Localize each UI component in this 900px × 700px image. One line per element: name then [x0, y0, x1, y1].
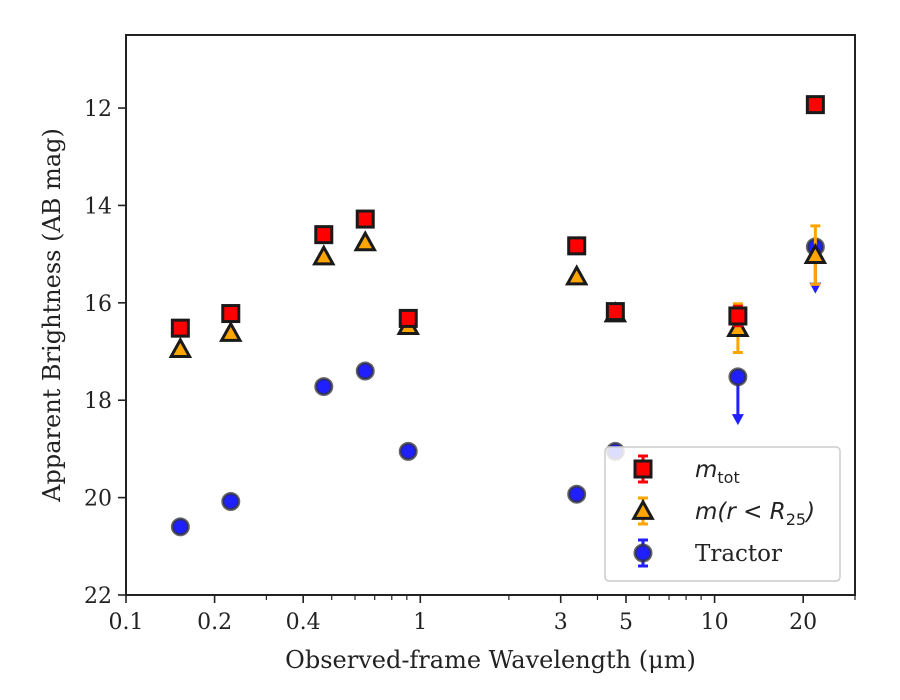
data-point-triangle	[168, 336, 193, 358]
data-point-square	[398, 308, 418, 328]
legend-label-main: m	[695, 457, 717, 483]
legend: mtot m(r < R25) Tractor	[604, 446, 841, 582]
legend-label: m(r < R25)	[695, 499, 815, 529]
data-point-circle	[567, 484, 587, 504]
x-tick-label: 5	[619, 610, 633, 635]
legend-label-sub: 25	[786, 510, 806, 529]
data-point-circle	[314, 377, 334, 397]
legend-entry: mtot	[633, 454, 740, 487]
x-tick-label: 10	[701, 610, 729, 635]
legend-marker-triangle	[631, 498, 655, 520]
y-tick-label: 20	[84, 487, 112, 512]
x-tick-label: 0.2	[197, 610, 232, 635]
data-point-triangle	[726, 315, 750, 338]
plot-area	[168, 95, 828, 537]
upper-limit-arrow-head	[731, 414, 744, 426]
data-point-triangle	[564, 264, 589, 286]
x-tick-label: 0.1	[109, 610, 144, 635]
x-tick-label: 20	[789, 610, 817, 635]
data-point-square	[170, 318, 190, 338]
legend-label: mtot	[695, 457, 740, 487]
data-point-square	[605, 302, 625, 322]
data-point-square	[355, 209, 375, 229]
data-point-circle	[355, 361, 375, 381]
data-point-circle	[170, 517, 190, 537]
legend-box	[604, 446, 841, 582]
legend-label-close: )	[804, 499, 815, 525]
x-axis-title: Observed-frame Wavelength (μm)	[285, 646, 696, 674]
legend-label-main: Tractor	[695, 541, 782, 567]
y-tick-label: 12	[84, 97, 112, 122]
data-point-square	[728, 306, 748, 326]
data-point-circle	[398, 441, 418, 461]
data-point-square	[805, 95, 825, 115]
legend-label: Tractor	[695, 541, 782, 567]
data-point-triangle	[312, 244, 336, 266]
legend-marker-square	[633, 459, 653, 479]
legend-label-sub: tot	[717, 468, 739, 487]
data-point-square	[314, 225, 334, 245]
x-tick-label: 3	[554, 610, 568, 635]
data-point-circle	[728, 367, 748, 387]
data-point-square	[567, 236, 587, 256]
data-point-triangle	[803, 242, 828, 264]
x-tick-label: 1	[413, 610, 427, 635]
legend-entry: Tractor	[633, 538, 782, 568]
data-point-triangle	[353, 230, 377, 252]
legend-entry: m(r < R25)	[631, 496, 815, 529]
plot-frame	[125, 34, 856, 596]
axes: 0.1 0.2 0.4 1 3 5 10 20 12 14 16 18 20 22	[84, 34, 856, 635]
y-tick-label: 18	[84, 389, 112, 414]
legend-label-main: m(r < R	[695, 499, 786, 525]
y-tick-label: 22	[84, 584, 112, 609]
y-axis-title: Apparent Brightness (AB mag)	[38, 128, 66, 503]
x-tick-label: 0.4	[286, 610, 321, 635]
series-square	[170, 95, 825, 338]
y-tick-label: 14	[84, 194, 112, 219]
data-point-circle	[221, 492, 241, 512]
data-point-square	[221, 304, 241, 324]
legend-marker-circle	[633, 543, 653, 563]
data-point-triangle	[219, 320, 243, 342]
y-tick-label: 16	[84, 292, 112, 317]
series-triangle	[168, 224, 828, 358]
